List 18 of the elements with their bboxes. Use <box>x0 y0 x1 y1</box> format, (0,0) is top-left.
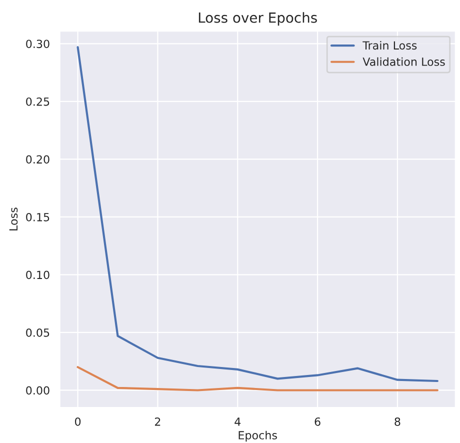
y-tick-label: 0.05 <box>26 328 50 337</box>
line-series <box>76 366 438 392</box>
x-tick-label: 6 <box>314 417 320 426</box>
y-tick-label: 0.20 <box>26 155 50 164</box>
y-tick-label: 0.30 <box>26 40 50 48</box>
chart-title: Loss over Epochs <box>198 12 317 26</box>
y-tick-label: 0.25 <box>26 97 50 106</box>
y-tick-label: 0.15 <box>26 212 50 222</box>
x-tick-label: 4 <box>234 418 241 426</box>
x-tick-label: 0 <box>74 417 81 426</box>
x-tick-label: 8 <box>394 417 400 426</box>
y-tick-label: 0.10 <box>26 270 50 280</box>
y-tick-label: 0.00 <box>26 386 50 395</box>
legend-label: Train Loss <box>362 41 417 50</box>
y-axis-title: Loss <box>9 208 18 230</box>
legend-label: Validation Loss <box>362 57 445 66</box>
x-axis-title: Epochs <box>238 430 277 442</box>
x-tick-label: 2 <box>154 417 160 426</box>
